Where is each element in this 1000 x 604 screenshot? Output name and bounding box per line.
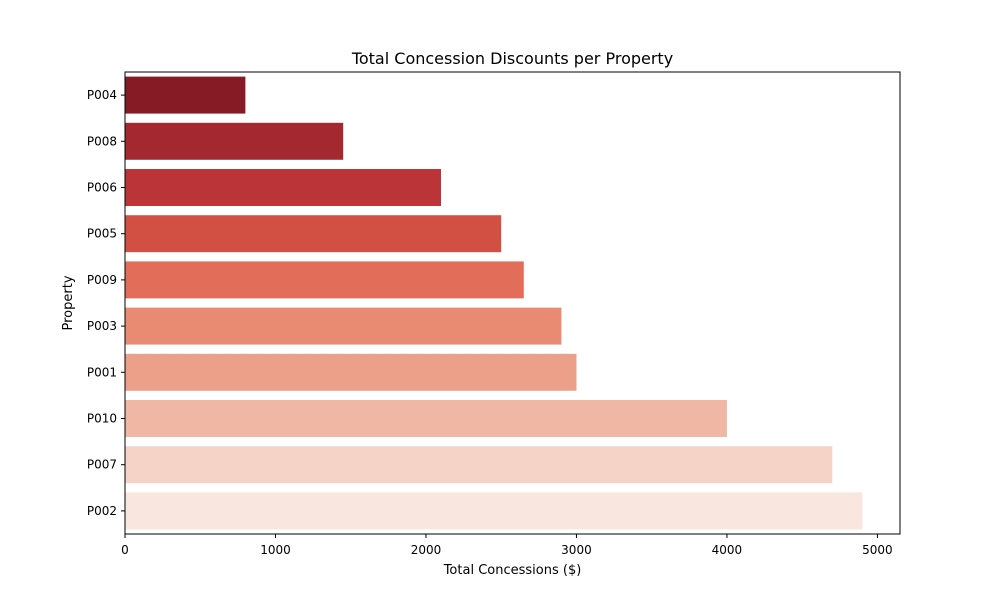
bar-p002 <box>125 492 863 530</box>
y-axis-label: Property <box>61 275 76 330</box>
bar-p010 <box>125 400 727 437</box>
bar-p007 <box>125 446 833 484</box>
x-tick-label: 2000 <box>411 543 442 557</box>
y-tick-label: P004 <box>87 88 117 102</box>
bars-layer <box>125 76 863 530</box>
y-tick-label: P005 <box>87 227 117 241</box>
bar-p004 <box>125 76 246 114</box>
bar-p008 <box>125 122 344 160</box>
x-tick-label: 3000 <box>561 543 592 557</box>
y-axis-ticks: P004 P008 P006 P005 P009 P003 P001 P010 P007 P002 <box>87 88 125 518</box>
bar-p006 <box>125 169 442 206</box>
bar-p001 <box>125 353 577 391</box>
y-tick-label: P002 <box>87 504 117 518</box>
x-tick-label: 5000 <box>862 543 893 557</box>
y-tick-label: P009 <box>87 273 117 287</box>
y-tick-label: P007 <box>87 458 117 472</box>
bar-p003 <box>125 307 562 345</box>
bar-p009 <box>125 261 524 299</box>
y-tick-label: P006 <box>87 181 117 195</box>
plot-frame <box>124 71 901 535</box>
chart-title: Total Concession Discounts per Property <box>351 49 673 68</box>
x-tick-label: 4000 <box>712 543 743 557</box>
x-axis-ticks: 0 1000 2000 3000 4000 5000 <box>121 534 893 557</box>
x-axis-label: Total Concessions ($) <box>443 563 582 578</box>
x-tick-label: 0 <box>121 543 129 557</box>
x-tick-label: 1000 <box>260 543 291 557</box>
bar-p005 <box>125 215 502 253</box>
y-tick-label: P010 <box>87 412 117 426</box>
y-tick-label: P008 <box>87 134 117 148</box>
y-tick-label: P003 <box>87 319 117 333</box>
y-tick-label: P001 <box>87 365 117 379</box>
